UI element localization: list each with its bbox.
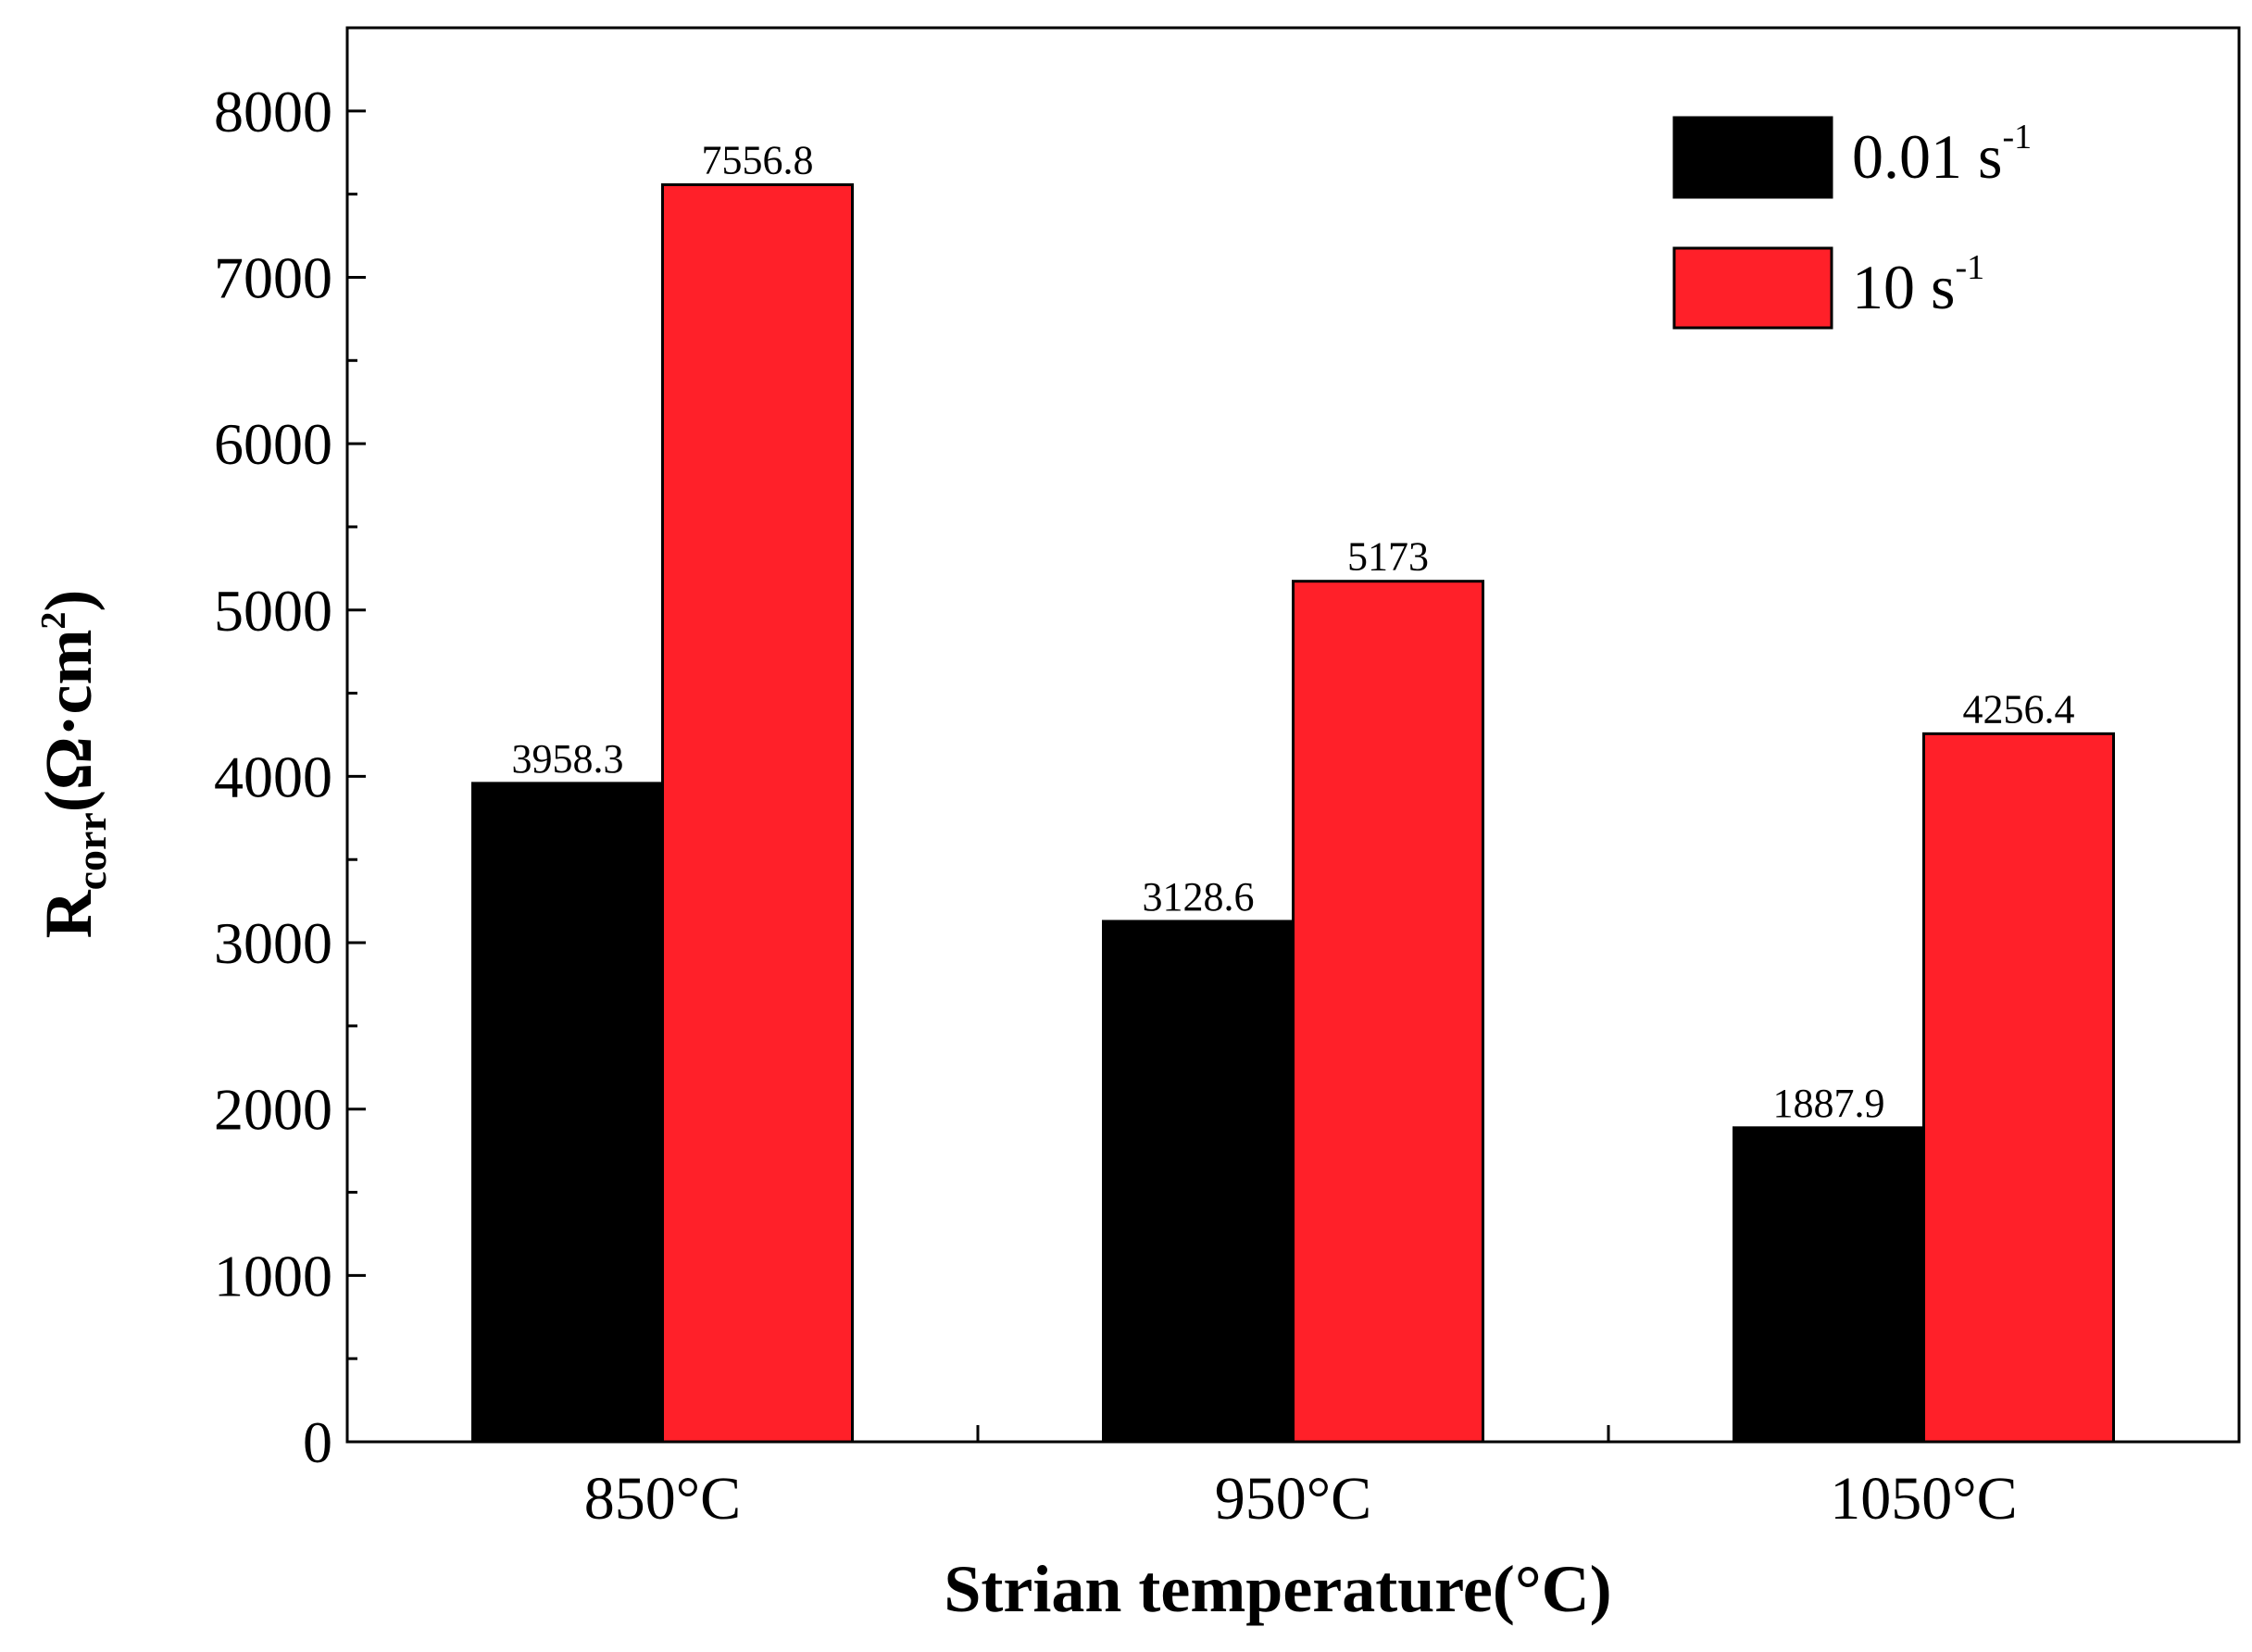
y-tick-label-5: 5000 [214,578,332,644]
x-tick-label-2: 1050°C [1830,1465,2017,1533]
axes: 0 1000 2000 3000 4000 5000 6000 7000 8000 850°C 95… [214,26,2241,1533]
bar-series2-2 [1922,732,2115,1444]
legend-label-text: 10 s [1852,252,1955,322]
y-tick-label-3: 3000 [214,910,332,976]
y-axis-title: Rcorr(Ω·cm2) [31,590,115,939]
plot-marks: 3958.3 3128.6 1887.9 7556.8 5173 4256.4 [471,137,2115,1444]
y-tick-label-2: 2000 [214,1077,332,1143]
y-tick-label-6: 6000 [214,411,332,477]
bar-series1-0 [471,782,664,1444]
y-tick-label-4: 4000 [214,744,332,809]
legend-swatch-series2 [1672,246,1833,330]
y-tick-label-8: 8000 [214,79,332,144]
data-label-series2-0: 7556.8 [702,137,814,182]
x-axis-title: Strian temperature(°C) [944,1552,1611,1626]
bar-series1-1 [1102,920,1295,1444]
x-tick-label-0: 850°C [584,1465,741,1533]
y-axis-title-unit: (Ω·cm [31,630,106,813]
data-label-series1-1: 3128.6 [1143,874,1255,920]
legend-label-series2: 10 s-1 [1852,248,1984,322]
legend-label-series1: 0.01 s-1 [1852,118,2032,192]
data-label-series2-1: 5173 [1347,534,1429,580]
y-axis-title-unit-superscript: 2 [34,612,73,630]
data-label-series1-2: 1887.9 [1773,1081,1885,1126]
bar-series2-1 [1292,580,1484,1444]
legend-label-text: 0.01 s [1852,121,2002,192]
x-tick-label-1: 950°C [1215,1465,1371,1533]
data-label-series2-2: 4256.4 [1963,686,2075,732]
y-axis-title-main: R [31,889,106,938]
y-axis-title-subscript: corr [68,812,115,890]
plot-frame [345,26,2241,1444]
legend-label-superscript: -1 [2002,118,2032,156]
y-axis-title-unit-close: ) [31,590,106,612]
data-label-series1-0: 3958.3 [512,736,624,782]
y-tick-label-0: 0 [303,1409,332,1475]
legend: 0.01 s-110 s-1 [1672,116,2032,330]
bar-series2-0 [661,182,854,1444]
bar-series1-2 [1733,1126,1925,1444]
legend-label-superscript: -1 [1955,248,1984,287]
y-tick-label-1: 1000 [214,1243,332,1308]
y-tick-label-7: 7000 [214,244,332,310]
legend-swatch-series1 [1672,116,1833,199]
